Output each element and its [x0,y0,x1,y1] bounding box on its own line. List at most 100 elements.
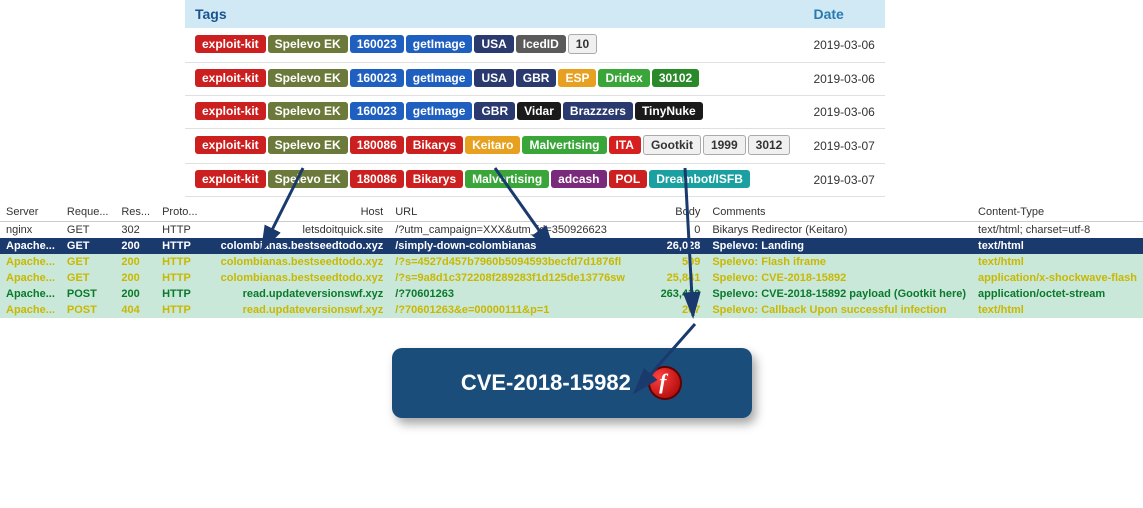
net-cell-comments: Spelevo: CVE-2018-15892 [706,270,972,286]
tag-badge[interactable]: Spelevo EK [268,102,348,120]
tag-badge[interactable]: exploit-kit [195,136,266,154]
net-row[interactable]: Apache...GET200HTTPcolombianas.bestseedt… [0,270,1143,286]
tag-badge[interactable]: 160023 [350,102,404,120]
net-cell-res: 200 [115,270,156,286]
tag-badge[interactable]: exploit-kit [195,35,266,53]
tag-badge[interactable]: GBR [516,69,557,87]
tag-badge[interactable]: getImage [406,35,473,53]
tag-badge[interactable]: Brazzzers [563,102,633,120]
tag-badge[interactable]: Dreambot/ISFB [649,170,750,188]
tag-badge[interactable]: 3012 [748,135,791,155]
tag-badge[interactable]: Vidar [517,102,561,120]
tag-badge[interactable]: adcash [551,170,606,188]
tag-badge[interactable]: USA [474,35,513,53]
col-body[interactable]: Body [655,203,707,222]
tags-table: Tags Date exploit-kitSpelevo EK160023get… [185,0,885,197]
net-cell-proto: HTTP [156,270,205,286]
col-url[interactable]: URL [389,203,654,222]
col-comments[interactable]: Comments [706,203,972,222]
col-request[interactable]: Reque... [61,203,115,222]
tag-badge[interactable]: 1999 [703,135,746,155]
tag-badge[interactable]: Gootkit [643,135,701,155]
tag-badge[interactable]: Bikarys [406,170,463,188]
tag-badge[interactable]: IcedID [516,35,566,53]
tag-badge[interactable]: Spelevo EK [268,35,348,53]
tag-row[interactable]: exploit-kitSpelevo EK160023getImageUSAGB… [185,63,885,96]
tag-row[interactable]: exploit-kitSpelevo EK180086BikarysKeitar… [185,129,885,164]
net-cell-body: 263,430 [655,286,707,302]
tag-cell: exploit-kitSpelevo EK160023getImageUSAIc… [185,28,803,63]
tag-badge[interactable]: exploit-kit [195,102,266,120]
net-cell-host: letsdoitquick.site [205,222,389,239]
net-cell-res: 200 [115,254,156,270]
tag-badge[interactable]: exploit-kit [195,170,266,188]
net-cell-req: GET [61,270,115,286]
net-cell-body: 207 [655,302,707,318]
net-cell-comments: Spelevo: CVE-2018-15892 payload (Gootkit… [706,286,972,302]
tag-badge[interactable]: 160023 [350,35,404,53]
tag-badge[interactable]: 160023 [350,69,404,87]
cve-callout: CVE-2018-15982 [392,348,752,418]
net-cell-ct: application/octet-stream [972,286,1143,302]
net-cell-comments: Bikarys Redirector (Keitaro) [706,222,972,239]
tag-badge[interactable]: USA [474,69,513,87]
tag-row[interactable]: exploit-kitSpelevo EK160023getImageGBRVi… [185,96,885,129]
network-table: Server Reque... Res... Proto... Host URL… [0,203,1143,318]
col-content-type[interactable]: Content-Type [972,203,1143,222]
tag-badge[interactable]: Dridex [598,69,649,87]
tag-badge[interactable]: Malvertising [465,170,549,188]
date-header: Date [803,0,885,28]
net-row[interactable]: Apache...GET200HTTPcolombianas.bestseedt… [0,238,1143,254]
net-cell-ct: text/html [972,238,1143,254]
net-cell-res: 404 [115,302,156,318]
net-cell-res: 200 [115,286,156,302]
tag-badge[interactable]: getImage [406,69,473,87]
col-protocol[interactable]: Proto... [156,203,205,222]
net-row[interactable]: Apache...GET200HTTPcolombianas.bestseedt… [0,254,1143,270]
tag-badge[interactable]: 30102 [652,69,699,87]
col-server[interactable]: Server [0,203,61,222]
tag-badge[interactable]: Keitaro [465,136,520,154]
tag-badge[interactable]: Bikarys [406,136,463,154]
net-cell-url: /?utm_campaign=XXX&utm_id=350926623 [389,222,654,239]
net-cell-server: Apache... [0,254,61,270]
net-cell-url: /?s=4527d457b7960b5094593becfd7d1876fl [389,254,654,270]
tag-badge[interactable]: 10 [568,34,597,54]
tag-badge[interactable]: Spelevo EK [268,136,348,154]
net-cell-server: nginx [0,222,61,239]
net-cell-ct: text/html [972,254,1143,270]
net-row[interactable]: Apache...POST200HTTPread.updateversionsw… [0,286,1143,302]
tag-badge[interactable]: Malvertising [522,136,606,154]
col-host[interactable]: Host [205,203,389,222]
net-row[interactable]: nginxGET302HTTPletsdoitquick.site/?utm_c… [0,222,1143,239]
tag-badge[interactable]: Spelevo EK [268,69,348,87]
net-cell-host: colombianas.bestseedtodo.xyz [205,238,389,254]
tag-row[interactable]: exploit-kitSpelevo EK160023getImageUSAIc… [185,28,885,63]
tag-badge[interactable]: 180086 [350,136,404,154]
tag-row[interactable]: exploit-kitSpelevo EK180086BikarysMalver… [185,164,885,197]
tag-badge[interactable]: Spelevo EK [268,170,348,188]
net-cell-server: Apache... [0,238,61,254]
tag-badge[interactable]: GBR [474,102,515,120]
net-cell-url: /simply-down-colombianas [389,238,654,254]
col-result[interactable]: Res... [115,203,156,222]
tag-badge[interactable]: ITA [609,136,641,154]
net-cell-body: 25,841 [655,270,707,286]
net-cell-host: colombianas.bestseedtodo.xyz [205,254,389,270]
tag-badge[interactable]: TinyNuke [635,102,703,120]
tag-badge[interactable]: POL [609,170,648,188]
tag-badge[interactable]: getImage [406,102,473,120]
net-cell-comments: Spelevo: Callback Upon successful infect… [706,302,972,318]
net-cell-body: 509 [655,254,707,270]
net-cell-res: 200 [115,238,156,254]
tag-badge[interactable]: 180086 [350,170,404,188]
net-cell-comments: Spelevo: Flash iframe [706,254,972,270]
tag-badge[interactable]: exploit-kit [195,69,266,87]
net-cell-proto: HTTP [156,238,205,254]
net-row[interactable]: Apache...POST404HTTPread.updateversionsw… [0,302,1143,318]
net-cell-req: POST [61,302,115,318]
net-cell-req: POST [61,286,115,302]
net-cell-body: 26,028 [655,238,707,254]
tag-badge[interactable]: ESP [558,69,596,87]
tag-cell: exploit-kitSpelevo EK160023getImageUSAGB… [185,63,803,96]
